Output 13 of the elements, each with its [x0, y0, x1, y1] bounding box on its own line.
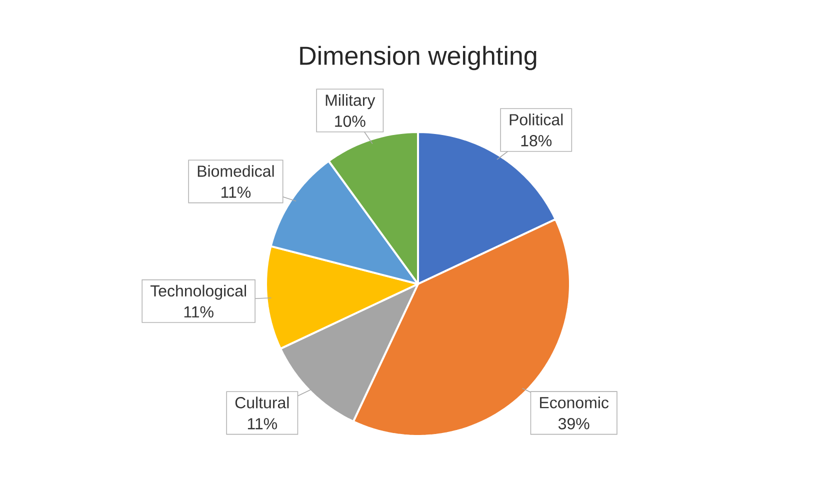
slice-label: Cultural — [235, 396, 289, 408]
data-label: 10% — [335, 116, 366, 127]
slice-label: Military — [326, 94, 376, 110]
slice-label: Technological — [150, 284, 246, 300]
data-label: 11% — [248, 418, 278, 430]
slice-label: Economic — [540, 396, 609, 408]
slice-label: Political — [510, 114, 563, 126]
data-label: 11% — [222, 186, 251, 198]
data-label: 18% — [521, 135, 552, 146]
chart-title: Dimension weighting — [300, 46, 536, 70]
data-label: 11% — [184, 306, 214, 318]
slice-label: Biomedical — [198, 165, 274, 177]
data-label: 39% — [558, 418, 590, 430]
